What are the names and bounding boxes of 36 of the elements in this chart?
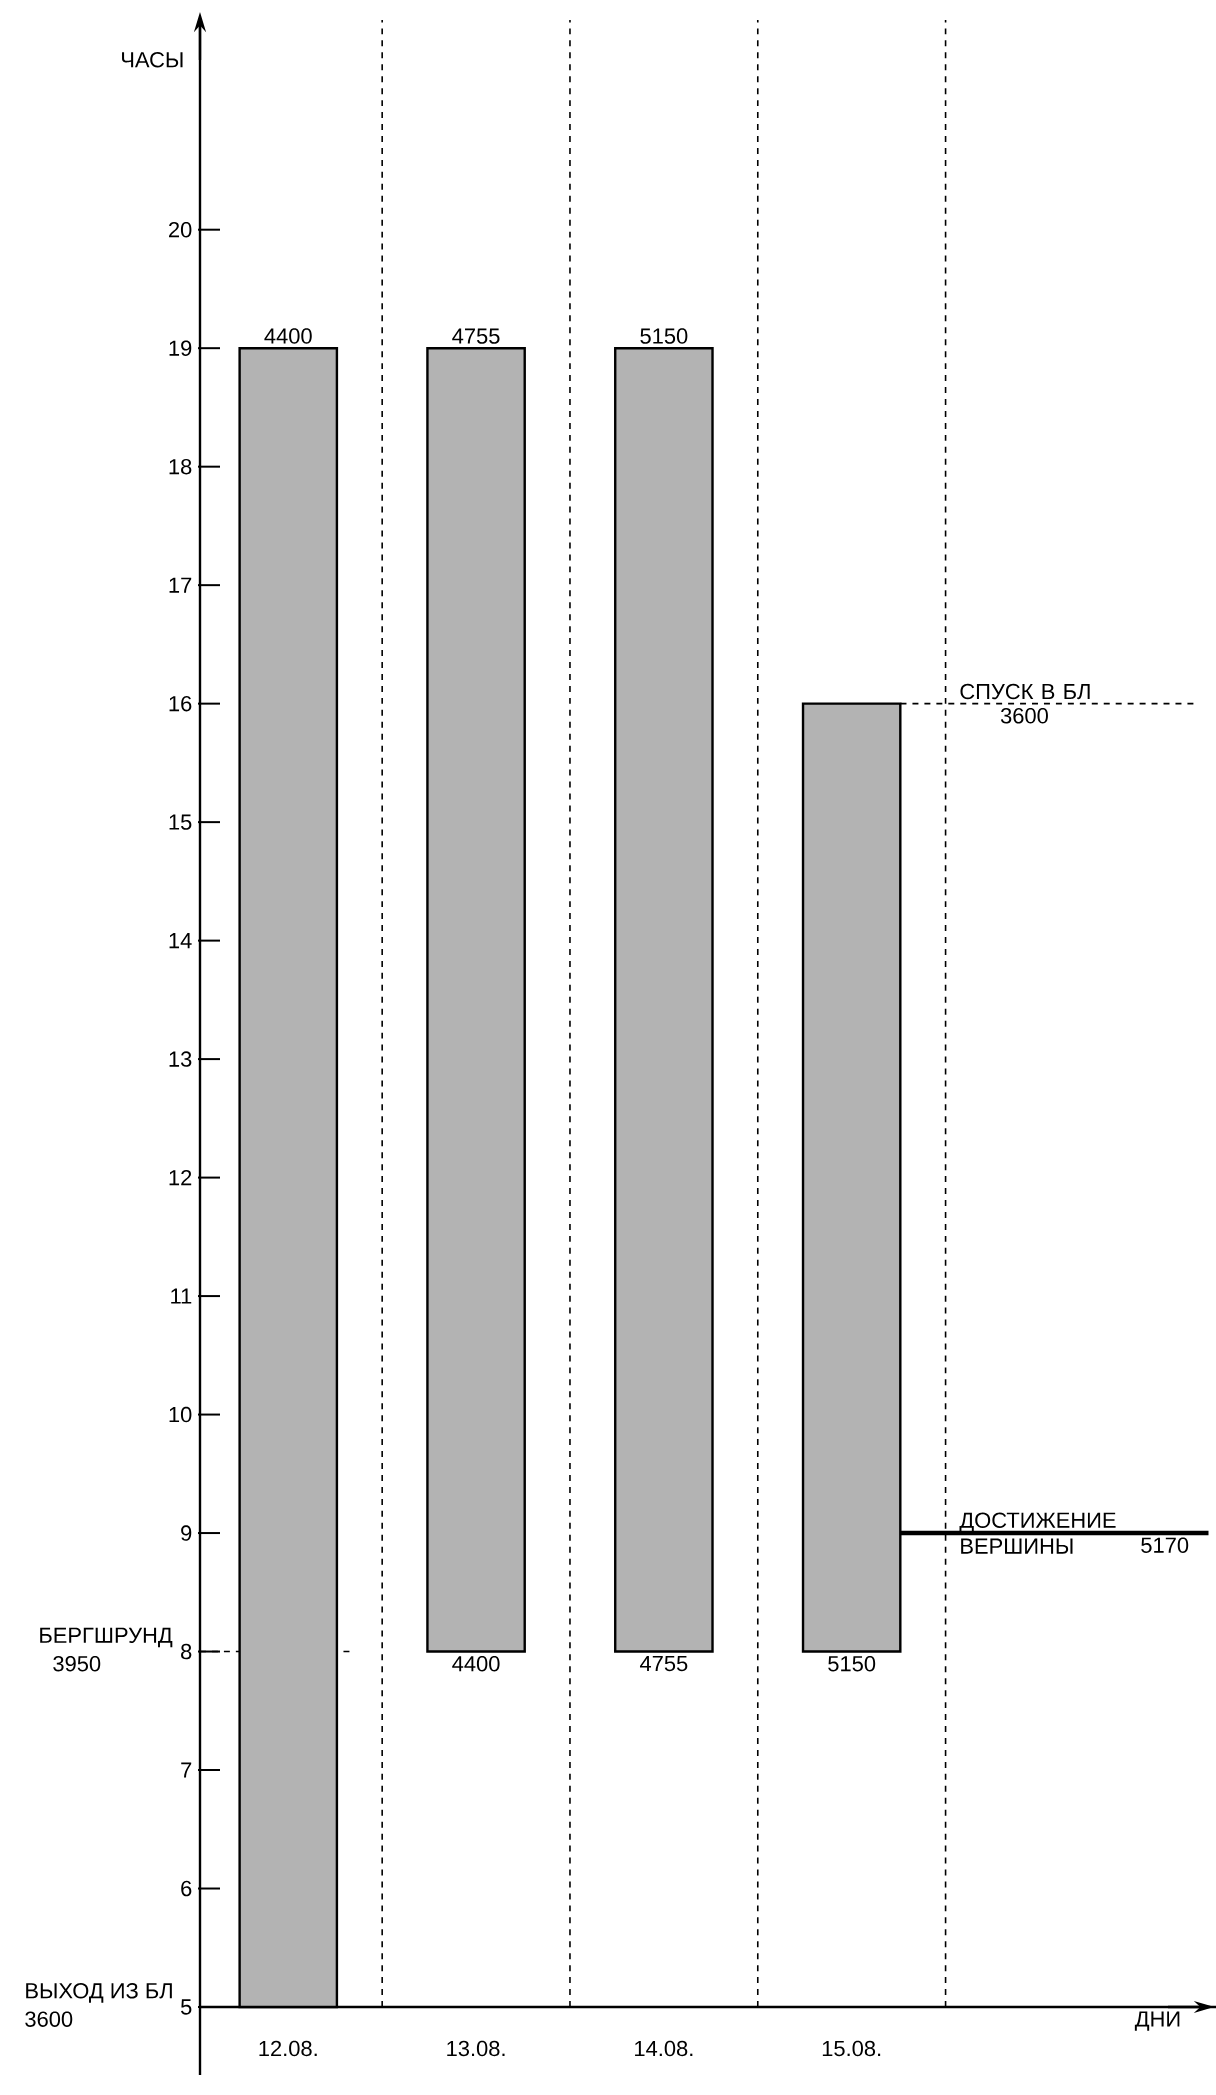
y-tick-label: 20 — [169, 221, 192, 238]
annotation: 5150 — [640, 328, 688, 344]
text: ВЫХОД ИЗ БЛ — [26, 1982, 172, 2003]
annotation: 4755 — [452, 328, 500, 344]
text: 3600 — [1000, 708, 1048, 724]
annotation: 4400 — [452, 1655, 500, 1672]
annotation: 5150 — [828, 1655, 876, 1672]
ref-line-label: СПУСК В БЛ — [960, 683, 1090, 700]
y-tick-label: 9 — [181, 1525, 192, 1541]
text: ДНИ — [1134, 2011, 1180, 2031]
y-tick-label: 11 — [171, 1288, 192, 1304]
y-axis-title: ЧАСЫ — [122, 51, 183, 68]
annotation: 4755 — [639, 1655, 688, 1672]
x-tick-label: 14.08. — [635, 2040, 693, 2057]
y-tick-label: 12 — [169, 1169, 192, 1186]
y-tick-label: 10 — [169, 1406, 192, 1423]
y-tick-label: 5 — [180, 1999, 192, 2015]
text: 3950 — [53, 1655, 101, 1672]
y-tick-label: 7 — [181, 1762, 192, 1778]
ref-line-label: БЕРГШРУНД — [40, 1627, 173, 1648]
ref-line-label: ДОСТИЖЕНИЕ ВЕРШИНЫ — [959, 1512, 1116, 1554]
x-tick-label: 15.08. — [822, 2040, 881, 2057]
annotation: 4400 — [264, 328, 312, 344]
y-tick-label: 14 — [169, 933, 192, 949]
text: 5170 — [1141, 1537, 1189, 1553]
x-tick-label: 13.08. — [447, 2040, 505, 2057]
y-tick-label: 6 — [181, 1880, 192, 1897]
y-tick-label: 16 — [169, 695, 192, 712]
y-tick-label: 19 — [169, 340, 192, 356]
y-tick-label: 13 — [169, 1051, 192, 1067]
y-tick-label: 17 — [169, 577, 192, 593]
y-tick-label: 15 — [169, 814, 192, 830]
text: 3600 — [25, 2011, 73, 2027]
x-tick-label: 12.08. — [259, 2040, 317, 2057]
y-tick-label: 18 — [169, 458, 192, 475]
y-tick-label: 8 — [181, 1643, 192, 1660]
